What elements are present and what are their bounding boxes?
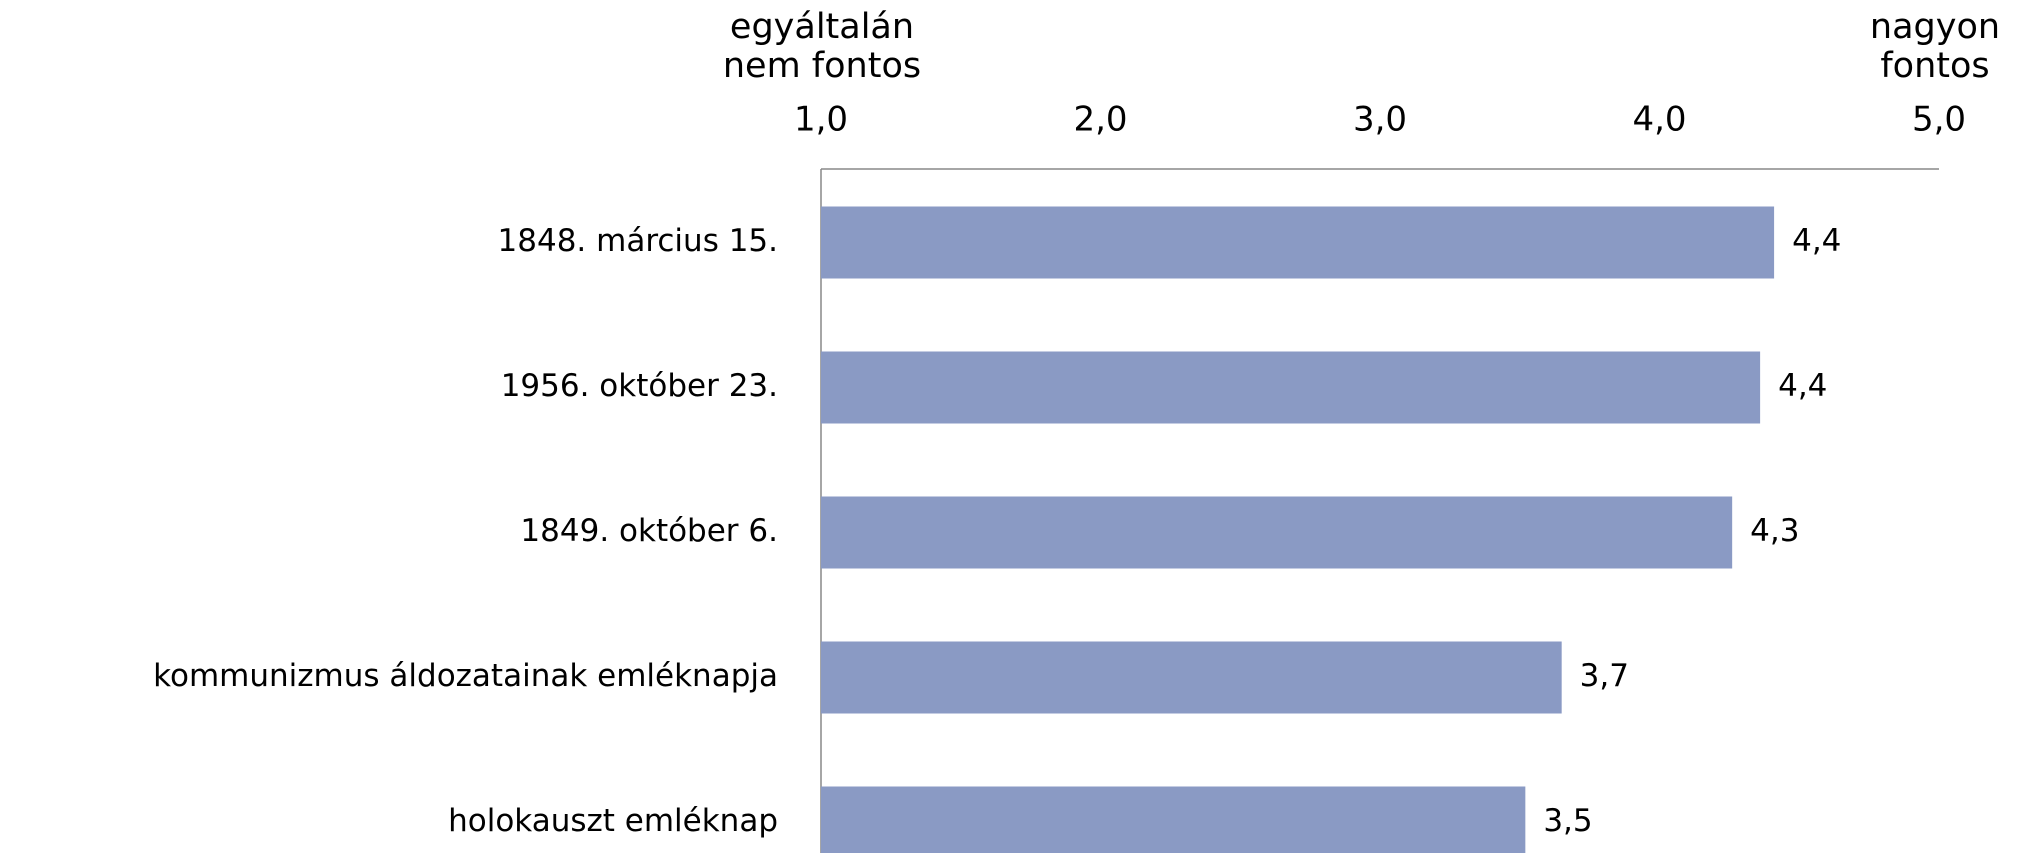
- bar: [821, 206, 1775, 279]
- x-tick-label: 3,0: [1353, 100, 1407, 140]
- category-label: 1849. október 6.: [520, 513, 778, 549]
- data-label: 4,4: [1778, 368, 1827, 404]
- data-label: 4,3: [1750, 513, 1799, 549]
- category-label: kommunizmus áldozatainak emléknapja: [153, 658, 778, 694]
- category-label: 1956. október 23.: [501, 368, 778, 404]
- x-tick-label: 5,0: [1912, 100, 1966, 140]
- x-tick-label: 2,0: [1073, 100, 1127, 140]
- x-tick-label: 4,0: [1632, 100, 1686, 140]
- axis-end-label: nagyon: [1870, 7, 2000, 47]
- bar: [821, 351, 1761, 424]
- bar: [821, 496, 1733, 569]
- x-tick-label: 1,0: [794, 100, 848, 140]
- axis-end-label: nem fontos: [723, 46, 921, 86]
- category-label: holokauszt emléknap: [448, 803, 778, 839]
- data-label: 4,4: [1792, 223, 1841, 259]
- bar: [821, 641, 1562, 714]
- axis-end-label: egyáltalán: [730, 7, 914, 47]
- data-label: 3,5: [1543, 803, 1592, 839]
- category-label: 1848. március 15.: [498, 223, 778, 259]
- data-label: 3,7: [1580, 658, 1629, 694]
- axis-end-label: fontos: [1880, 46, 1989, 86]
- bar: [821, 786, 1526, 853]
